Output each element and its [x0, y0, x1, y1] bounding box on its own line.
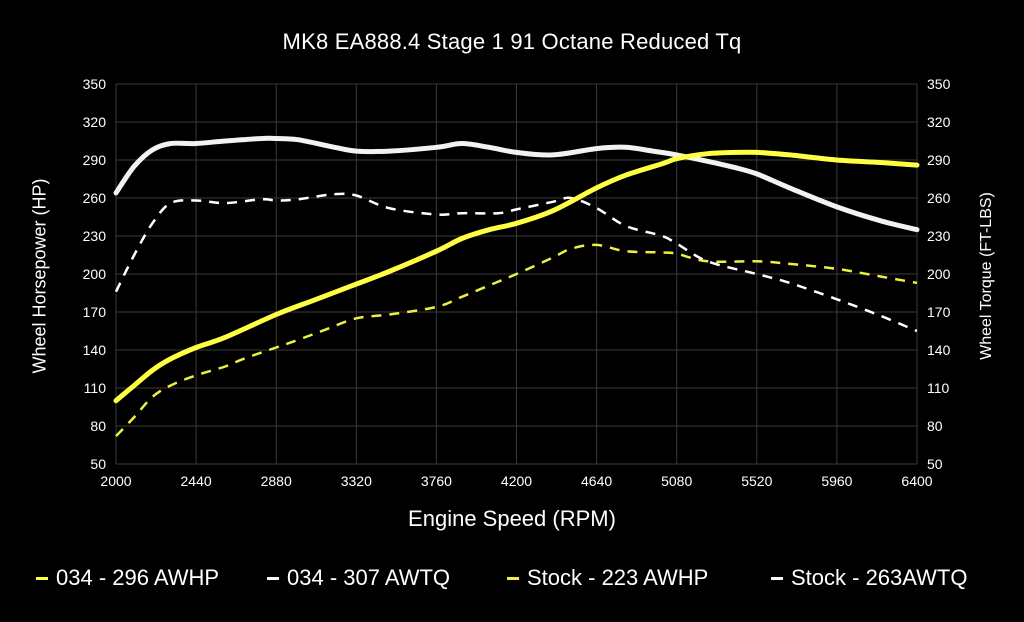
- y-tick-label-left: 110: [84, 380, 107, 396]
- y-tick-label-left: 350: [83, 76, 107, 92]
- legend-item-034-awtq: 034 - 307 AWTQ: [267, 565, 450, 591]
- y-tick-label-right: 170: [927, 304, 951, 320]
- legend-label: 034 - 296 AWHP: [56, 565, 220, 590]
- y-tick-label-right: 110: [927, 380, 950, 396]
- legend-swatch-stock-awtq: [771, 576, 783, 580]
- y-tick-label-right: 260: [927, 190, 951, 206]
- legend-item-034-awhp: 034 - 296 AWHP: [36, 565, 219, 591]
- legend-item-stock-awtq: Stock - 263AWTQ: [771, 565, 967, 591]
- x-tick-label: 4640: [581, 473, 612, 489]
- x-tick-label: 5080: [661, 473, 692, 489]
- series-line-stock-awtq: [114, 192, 918, 333]
- y-tick-label-left: 320: [83, 114, 107, 130]
- x-tick-label: 6400: [901, 473, 932, 489]
- y-axis-label-right: Wheel Torque (FT-LBS): [978, 192, 995, 360]
- x-tick-label: 5520: [741, 473, 772, 489]
- y-tick-label-right: 80: [927, 418, 943, 434]
- x-axis-label: Engine Speed (RPM): [408, 506, 616, 531]
- y-tick-label-right: 320: [927, 114, 951, 130]
- x-tick-label: 3320: [341, 473, 372, 489]
- legend-item-stock-awhp: Stock - 223 AWHP: [507, 565, 708, 591]
- y-tick-label-left: 80: [90, 418, 106, 434]
- x-tick-label: 2000: [100, 473, 131, 489]
- y-tick-label-left: 290: [83, 152, 107, 168]
- legend: 034 - 296 AWHP 034 - 307 AWTQ Stock - 22…: [0, 565, 1024, 595]
- legend-label: Stock - 263AWTQ: [791, 565, 968, 590]
- chart-title: MK8 EA888.4 Stage 1 91 Octane Reduced Tq: [282, 29, 742, 54]
- legend-label: Stock - 223 AWHP: [527, 565, 709, 590]
- y-tick-label-left: 260: [83, 190, 107, 206]
- x-tick-label: 2440: [181, 473, 212, 489]
- x-tick-label: 3760: [421, 473, 452, 489]
- series-line-stock-awhp: [115, 243, 918, 437]
- series-line-034-awhp: [113, 149, 920, 404]
- legend-swatch-034-awtq: [267, 576, 279, 580]
- series-line-034-awtq: [113, 135, 920, 233]
- x-tick-label: 5960: [821, 473, 852, 489]
- y-tick-label-left: 50: [90, 456, 106, 472]
- y-tick-label-left: 170: [83, 304, 107, 320]
- y-tick-label-left: 230: [83, 228, 107, 244]
- y-tick-label-right: 350: [927, 76, 951, 92]
- y-tick-label-right: 290: [927, 152, 951, 168]
- y-tick-label-right: 50: [927, 456, 943, 472]
- y-tick-label-right: 230: [927, 228, 951, 244]
- legend-swatch-034-awhp: [36, 576, 48, 580]
- y-tick-label-right: 200: [927, 266, 951, 282]
- x-tick-label: 4200: [501, 473, 532, 489]
- x-tick-label: 2880: [261, 473, 292, 489]
- legend-label: 034 - 307 AWTQ: [287, 565, 451, 590]
- y-tick-label-left: 200: [83, 266, 107, 282]
- legend-swatch-stock-awhp: [507, 576, 519, 580]
- y-axis-label-left: Wheel Horsepower (HP): [29, 178, 50, 374]
- y-tick-label-right: 140: [927, 342, 951, 358]
- plot-lines: [113, 135, 920, 437]
- y-tick-label-left: 140: [83, 342, 107, 358]
